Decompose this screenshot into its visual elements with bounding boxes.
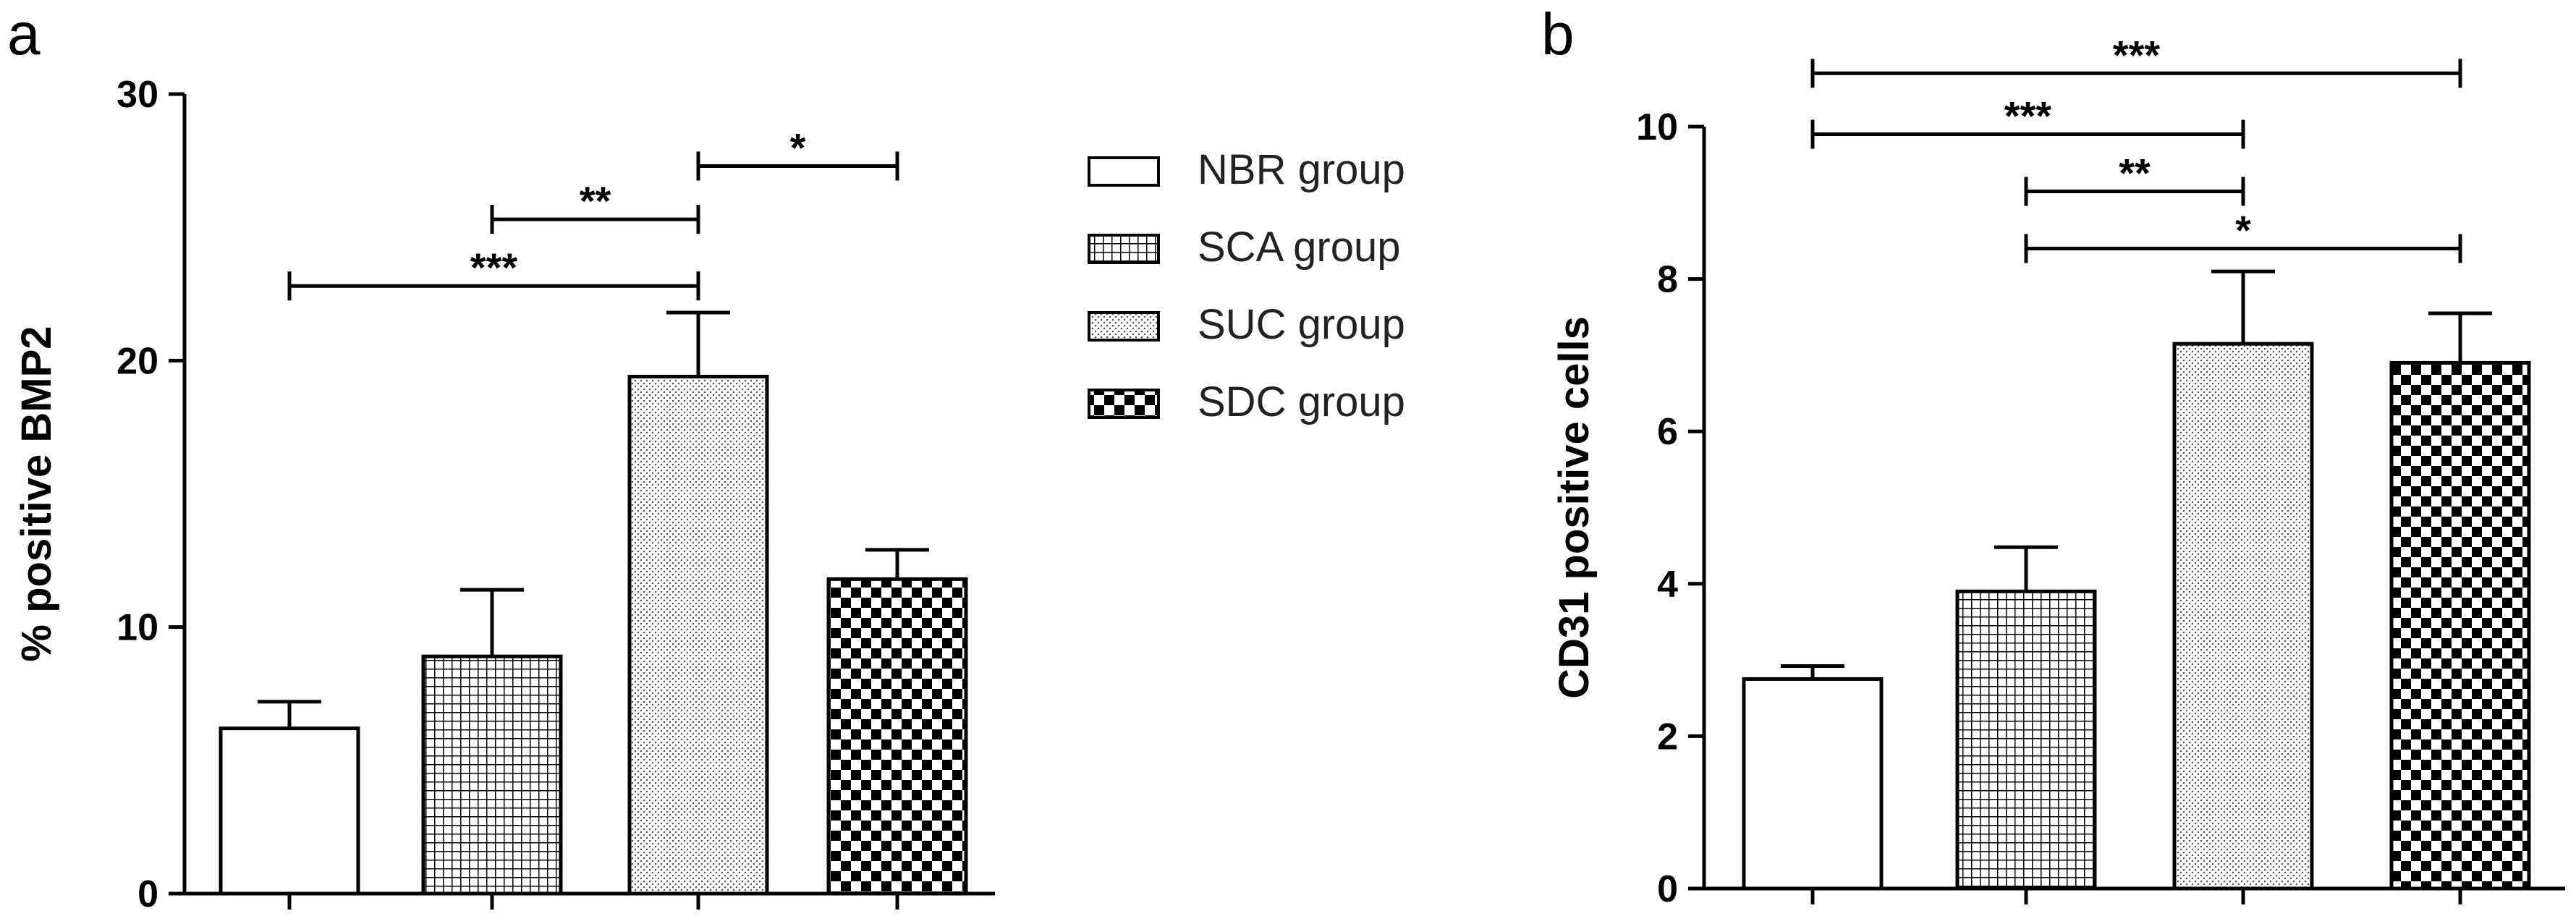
significance-label: *** [2004, 93, 2052, 139]
y-axis-label: CD31 positive cells [1551, 316, 1598, 699]
y-tick-label: 0 [137, 873, 158, 915]
y-tick-label: 6 [1657, 411, 1678, 453]
y-tick-label: 4 [1657, 564, 1678, 606]
legend-swatch-1 [1088, 234, 1160, 264]
chart-legend: NBR group SCA group SUC group SDC group [1088, 146, 1405, 425]
y-tick-label: 30 [116, 74, 158, 116]
bar-3 [826, 577, 968, 896]
significance-label: *** [2113, 32, 2161, 77]
y-tick-label: 10 [116, 607, 158, 649]
legend-label-2: SUC group [1198, 301, 1405, 348]
bar-2 [2172, 342, 2314, 891]
legend-swatch-3 [1088, 389, 1160, 419]
bar-1 [421, 654, 563, 896]
legend-label-1: SCA group [1198, 224, 1401, 271]
legend-swatch-0 [1088, 156, 1160, 187]
y-tick-label: 0 [1657, 868, 1678, 910]
bar-3 [2389, 360, 2531, 891]
significance-label: *** [470, 245, 518, 290]
y-tick-label: 20 [116, 340, 158, 382]
panel-letter-a: a [7, 1, 41, 67]
bar-0 [1742, 677, 1884, 891]
legend-label-3: SDC group [1198, 378, 1405, 425]
legend-swatch-2 [1088, 311, 1160, 342]
bar-0 [219, 726, 360, 896]
y-tick-label: 10 [1636, 106, 1678, 148]
y-axis-label: % positive BMP2 [13, 326, 60, 661]
bar-1 [1955, 589, 2097, 891]
bar-2 [627, 374, 769, 896]
significance-label: ** [580, 178, 611, 224]
y-tick-label: 8 [1657, 259, 1678, 301]
panel-letter-b: b [1541, 1, 1575, 67]
legend-label-0: NBR group [1198, 146, 1405, 193]
significance-label: ** [2119, 151, 2151, 196]
significance-label: * [2235, 207, 2251, 253]
y-tick-label: 2 [1657, 716, 1678, 758]
significance-label: * [790, 124, 806, 170]
